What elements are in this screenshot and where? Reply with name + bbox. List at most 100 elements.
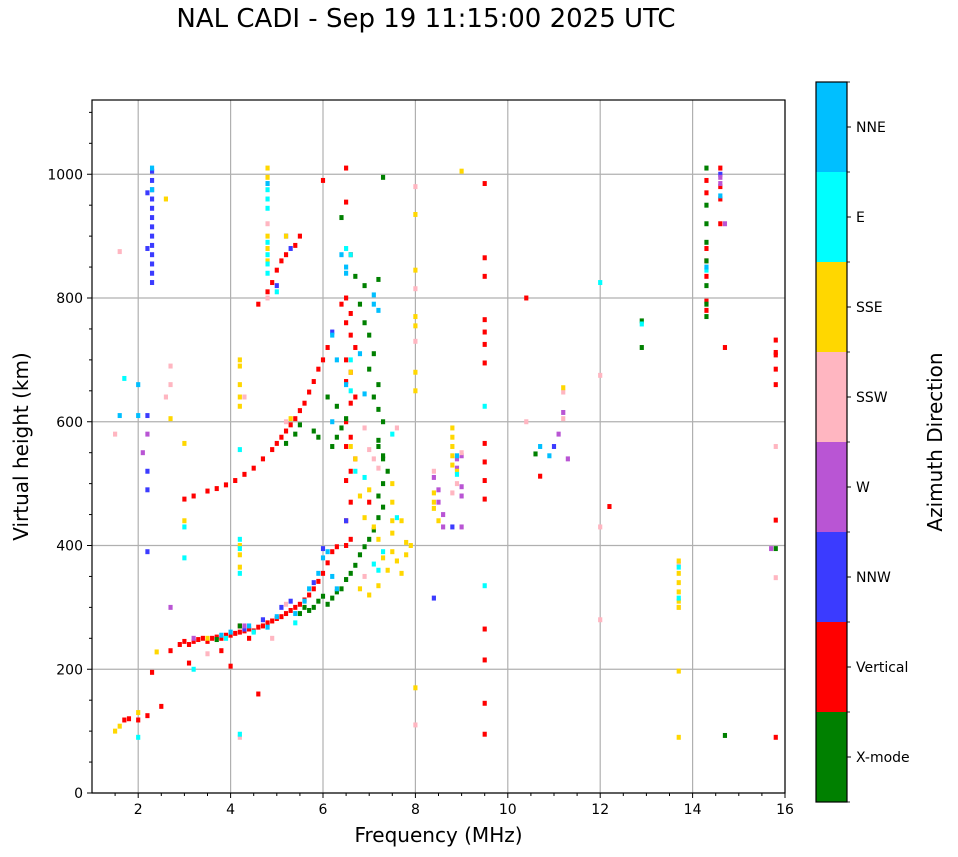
data-point-sse xyxy=(353,456,358,462)
data-point-sse xyxy=(357,493,363,499)
data-point-vertical xyxy=(316,366,321,372)
data-point-sse xyxy=(283,233,289,239)
data-point-x-mode xyxy=(376,493,381,499)
data-point-ssw xyxy=(117,249,122,255)
data-point-ssw xyxy=(113,431,118,437)
data-point-e xyxy=(380,549,386,555)
data-point-nnw xyxy=(311,580,316,586)
data-point-sse xyxy=(380,555,386,561)
y-tick-label: 600 xyxy=(56,415,83,431)
x-tick-label: 6 xyxy=(319,802,328,818)
data-point-vertical xyxy=(348,434,353,440)
data-point-sse xyxy=(113,728,118,734)
data-point-ssw xyxy=(413,184,418,190)
data-point-e xyxy=(639,321,644,327)
data-point-x-mode xyxy=(533,451,538,457)
data-point-nne xyxy=(538,444,543,449)
data-point-vertical xyxy=(320,570,326,576)
x-axis-ticks: 2 4 6 8 10 12 14 16 xyxy=(114,793,794,818)
data-point-vertical xyxy=(302,400,307,406)
data-point-vertical xyxy=(339,301,344,307)
data-point-nnw xyxy=(279,604,284,610)
data-point-sse xyxy=(237,394,242,400)
data-point-sse xyxy=(367,487,372,493)
data-point-sse xyxy=(237,543,242,548)
data-point-ssw xyxy=(524,419,529,425)
data-point-x-mode xyxy=(704,221,709,227)
data-point-x-mode xyxy=(704,283,709,289)
data-point-sse xyxy=(265,165,270,171)
data-point-e xyxy=(482,583,487,589)
data-point-e xyxy=(237,546,242,552)
data-point-vertical xyxy=(274,440,279,446)
data-point-e xyxy=(122,375,127,381)
colorbar-segment-ssw xyxy=(816,352,847,442)
data-point-e xyxy=(223,635,229,641)
data-point-w xyxy=(168,604,173,610)
data-point-x-mode xyxy=(380,174,386,180)
data-point-x-mode xyxy=(773,546,778,552)
data-point-vertical xyxy=(773,337,778,343)
data-point-sse xyxy=(168,416,173,422)
colorbar-segment-vertical xyxy=(816,622,847,712)
data-point-sse xyxy=(436,518,441,524)
data-point-x-mode xyxy=(376,382,381,388)
data-point-nnw xyxy=(149,261,155,267)
data-point-e xyxy=(265,239,270,245)
data-point-vertical xyxy=(186,642,192,647)
y-axis-label: Virtual height (km) xyxy=(9,352,33,541)
data-point-nnw xyxy=(145,413,150,419)
chart-title: NAL CADI - Sep 19 11:15:00 2025 UTC xyxy=(176,4,676,34)
data-point-e xyxy=(344,246,349,251)
data-point-e xyxy=(265,261,270,267)
data-point-w xyxy=(191,635,196,641)
data-point-vertical xyxy=(177,642,182,647)
data-point-e xyxy=(348,252,353,258)
data-point-nnw xyxy=(149,168,155,174)
data-point-e xyxy=(182,555,187,561)
data-point-x-mode xyxy=(357,301,363,307)
data-point-vertical xyxy=(344,357,349,363)
data-point-x-mode xyxy=(367,536,372,542)
data-point-nnw xyxy=(551,444,557,449)
data-point-x-mode xyxy=(325,394,330,400)
data-point-vertical xyxy=(320,177,326,183)
data-point-sse xyxy=(265,258,270,264)
data-point-vertical xyxy=(247,635,252,641)
data-point-vertical xyxy=(260,456,266,462)
data-point-x-mode xyxy=(339,425,344,431)
data-point-x-mode xyxy=(385,468,390,474)
data-point-vertical xyxy=(159,703,164,709)
data-point-nnw xyxy=(274,283,279,289)
data-point-e xyxy=(704,267,709,273)
data-point-vertical xyxy=(191,493,196,499)
data-point-w xyxy=(140,450,145,456)
data-point-vertical xyxy=(182,496,187,502)
data-point-w xyxy=(769,546,774,552)
data-point-w xyxy=(441,512,446,518)
data-point-e xyxy=(265,205,270,211)
data-point-nne xyxy=(149,187,155,193)
data-point-x-mode xyxy=(311,604,316,610)
data-point-nne xyxy=(274,614,279,620)
data-point-x-mode xyxy=(344,416,349,422)
data-point-sse xyxy=(431,505,436,511)
data-point-vertical xyxy=(704,177,709,183)
data-point-e xyxy=(676,595,681,601)
data-point-sse xyxy=(371,524,376,530)
data-point-w xyxy=(454,465,460,471)
data-point-sse xyxy=(288,416,293,422)
data-point-vertical xyxy=(344,478,349,484)
data-point-vertical xyxy=(482,341,487,347)
data-point-sse xyxy=(676,598,681,604)
data-point-w xyxy=(718,174,723,180)
y-axis-ticks: 0 200 400 600 800 1000 xyxy=(47,111,92,802)
data-point-nne xyxy=(376,307,381,313)
data-point-vertical xyxy=(145,713,150,719)
data-point-x-mode xyxy=(330,444,335,449)
data-point-x-mode xyxy=(293,431,298,437)
data-point-x-mode xyxy=(362,544,367,550)
data-point-x-mode xyxy=(302,604,307,610)
data-point-ssw xyxy=(237,734,242,740)
data-point-sse xyxy=(413,267,418,273)
